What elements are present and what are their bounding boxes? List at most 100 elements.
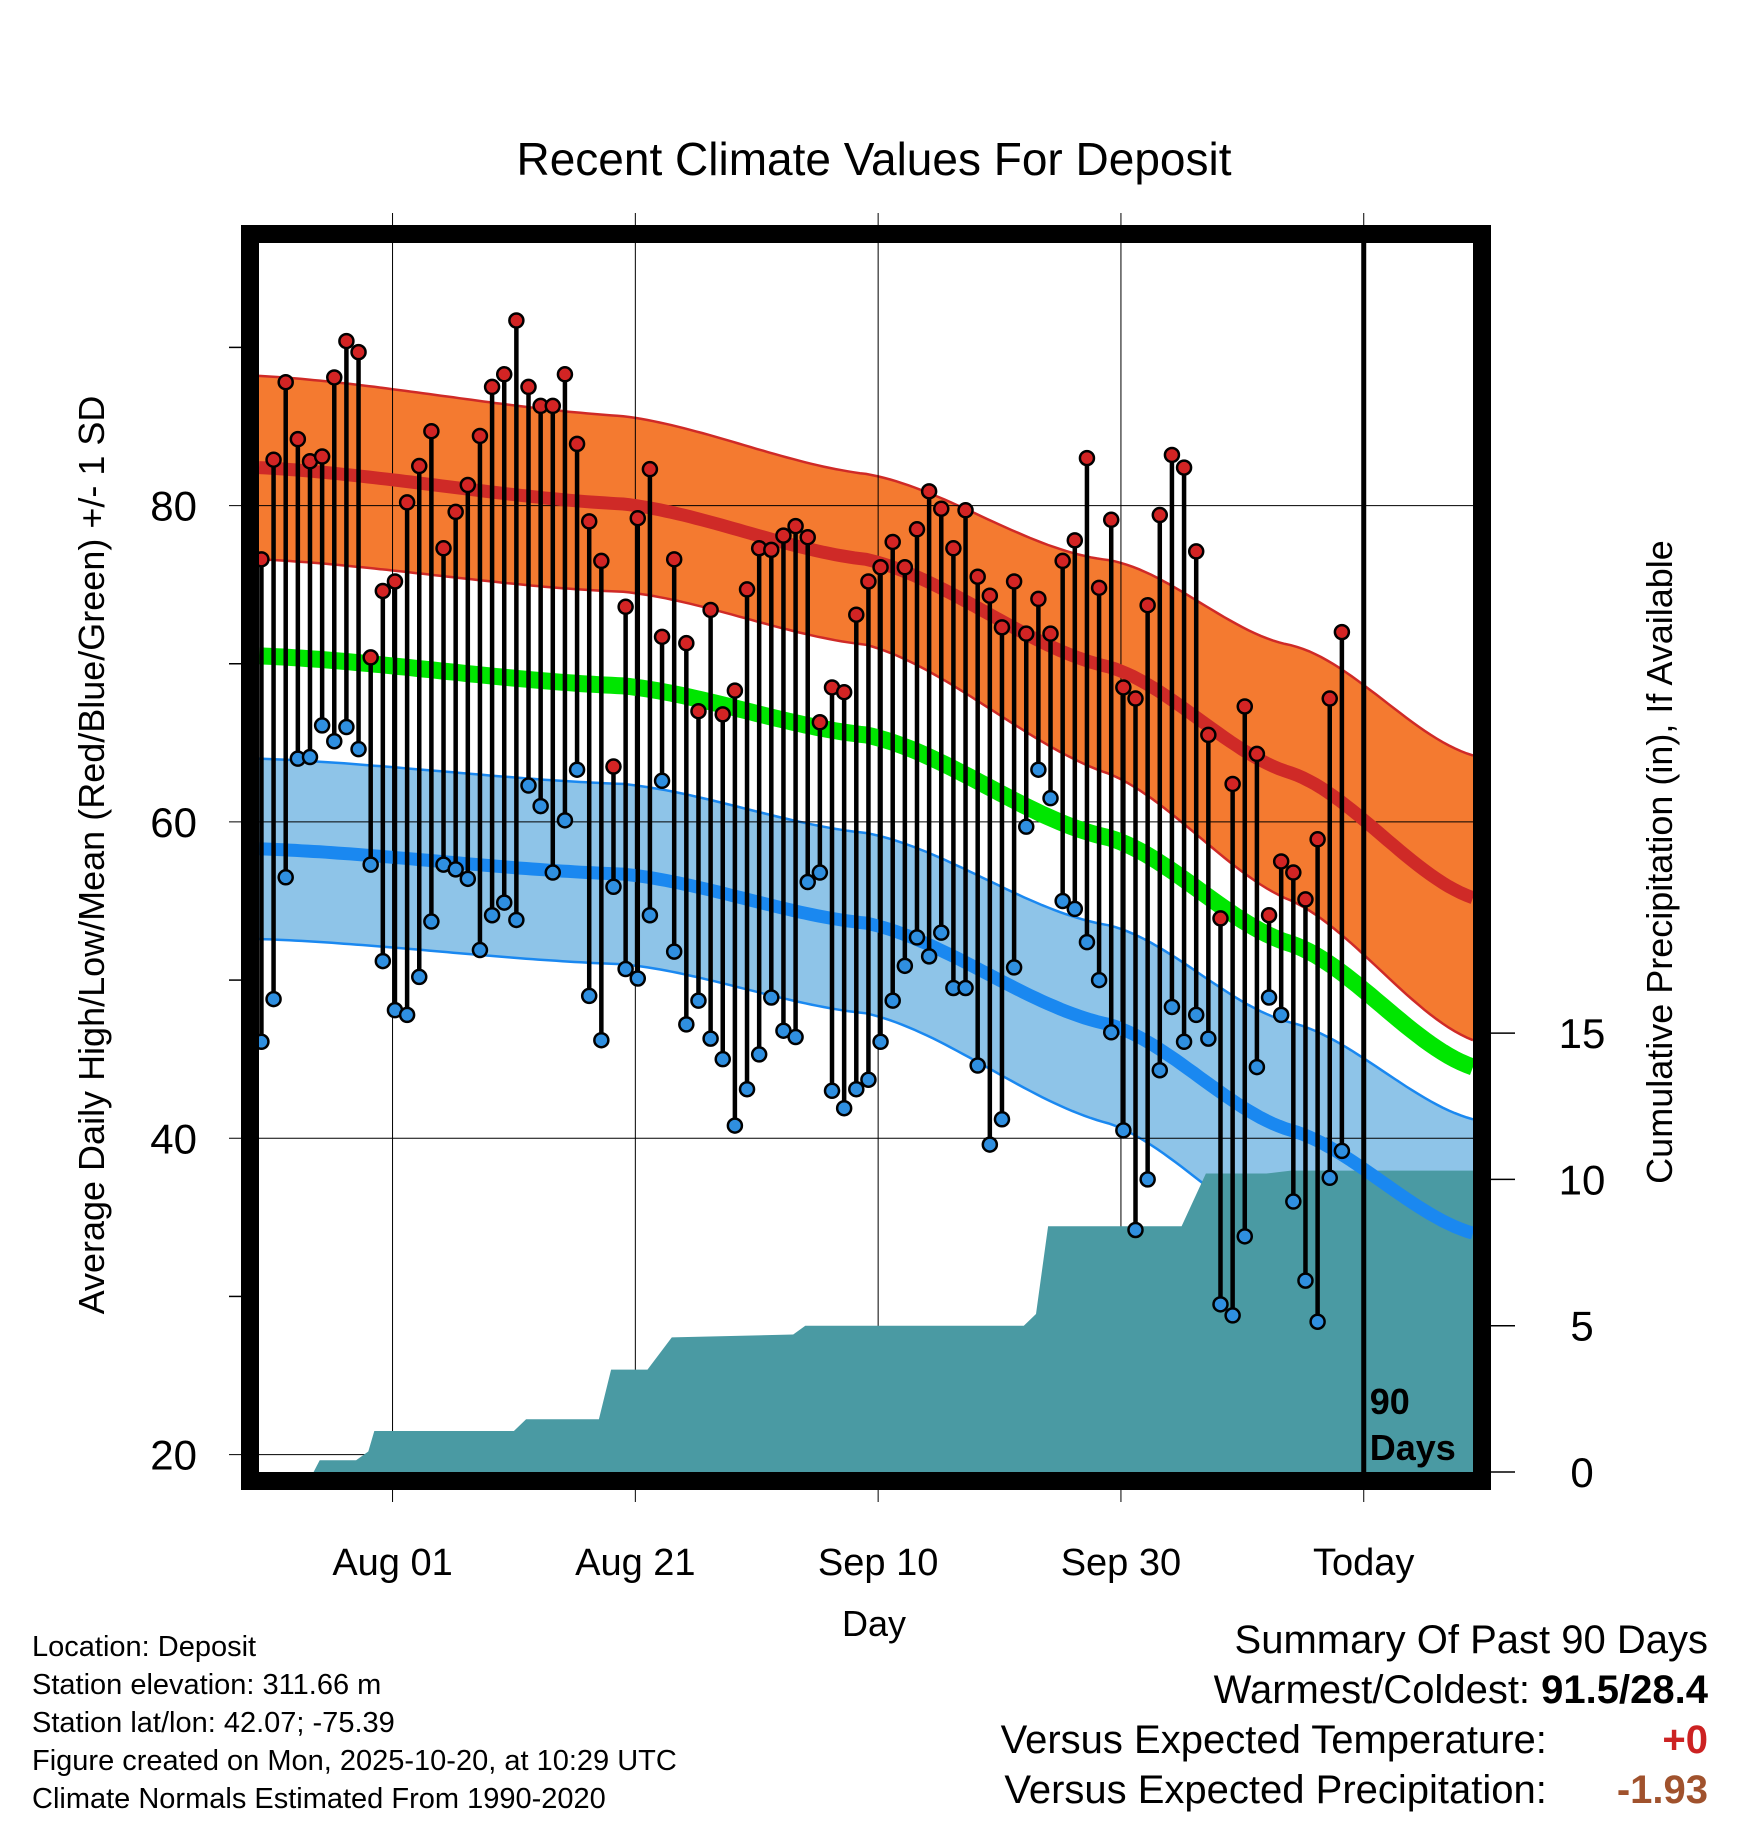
daily-low-point [763,989,780,1006]
daily-low-point [423,913,440,930]
daily-low-point [1139,1171,1156,1188]
daily-low-point [969,1057,986,1074]
daily-low-point [872,1033,889,1051]
plot-frame [241,225,1491,1490]
daily-high-point [1151,506,1169,524]
x-tick-label-4: Today [1313,1542,1414,1584]
daily-low-point [1115,1122,1132,1139]
y2-axis-label: Cumulative Precipitation (in), If Availa… [1639,540,1680,1184]
normal-low-band-upper-edge [258,757,1474,1121]
daily-high-point [1139,596,1156,614]
daily-high-point [338,332,355,350]
daily-low-point [860,1071,877,1088]
daily-high-point [908,521,926,538]
daily-low-point [993,1111,1011,1128]
daily-high-point [1309,831,1326,848]
daily-high-point [945,540,962,557]
daily-high-point [313,448,331,465]
daily-high-point [471,427,489,445]
temp-value: +0 [1662,1718,1708,1762]
daily-low-point [981,1136,999,1153]
daily-high-point [641,460,659,478]
normal-low-band [259,758,1473,1347]
warm-cold-label: Warmest/Coldest: [1213,1668,1531,1712]
daily-low-point [350,740,367,758]
daily-low-point [265,990,282,1008]
daily-high-point [1066,532,1084,549]
daily-high-point [1200,726,1217,744]
daily-low-point [1066,900,1084,918]
daily-low-point [848,1080,865,1098]
location-text: Location: Deposit [32,1631,257,1663]
daily-low-point [1102,1024,1120,1041]
daily-high-point [1272,853,1290,870]
daily-low-point [799,873,816,891]
daily-high-point [1030,590,1047,608]
daily-low-point [738,1080,756,1098]
x-tick-label-0: Aug 01 [332,1542,452,1584]
daily-high-point [629,509,647,527]
daily-low-point [1236,1228,1254,1245]
daily-high-point [447,503,464,521]
daily-low-point [362,856,379,873]
daily-high-point [1163,446,1181,464]
daily-high-point [1224,775,1241,793]
daily-high-point [544,397,562,415]
precip-label: Versus Expected Precipitation: [1004,1768,1547,1812]
daily-high-point [1115,679,1132,696]
daily-high-point [969,568,986,585]
daily-high-point [1285,864,1302,881]
today-label-days-word: Days [1370,1427,1456,1468]
daily-high-point [593,552,610,570]
daily-high-point [738,581,756,598]
x-axis-label: Day [842,1603,906,1644]
daily-low-point [508,911,525,929]
daily-high-point [289,430,307,448]
daily-high-point [848,606,865,623]
daily-low-point [338,718,355,736]
daily-low-point [495,894,513,911]
daily-high-point [957,502,974,519]
daily-low-point [714,1050,731,1068]
daily-high-point [1090,579,1108,597]
daily-high-point [690,702,707,720]
y-tick-label-2: 60 [150,799,197,846]
daily-high-point [1042,625,1059,642]
daily-low-point [933,924,950,941]
daily-high-point [374,582,392,600]
daily-low-point [326,732,343,750]
daily-low-point [787,1028,804,1046]
summary-temp: Versus Expected Temperature: +0 [1001,1715,1708,1765]
daily-low-point [313,717,331,734]
daily-low-point [544,864,562,881]
normal-high-band [259,375,1473,1041]
daily-low-point [920,948,938,965]
daily-low-point [301,748,319,766]
y2-tick-label-1: 5 [1570,1303,1593,1350]
daily-low-point [1200,1030,1217,1047]
daily-low-point [1151,1061,1169,1079]
daily-high-point [1175,459,1193,476]
elevation-text: Station elevation: 311.66 m [32,1669,382,1701]
daily-low-point [580,987,598,1005]
daily-high-point [410,457,428,475]
temp-label: Versus Expected Temperature: [1000,1718,1547,1762]
daily-high-point [920,483,938,500]
daily-high-point [520,378,537,396]
daily-low-point [811,864,829,881]
daily-low-point [532,797,549,815]
daily-high-point [665,551,683,568]
daily-low-point [884,992,901,1009]
daily-high-point [896,559,914,576]
daily-low-point [483,906,501,924]
today-label-days-count: 90 [1370,1381,1410,1422]
daily-high-point [1017,625,1035,642]
y2-tick-label-0: 0 [1570,1449,1593,1496]
daily-high-point [556,366,574,383]
daily-low-point [1078,933,1096,951]
daily-high-point [1127,690,1144,707]
warm-cold-value: 91.5/28.4 [1541,1668,1708,1712]
daily-high-point [1054,552,1071,570]
daily-low-point [617,960,634,978]
